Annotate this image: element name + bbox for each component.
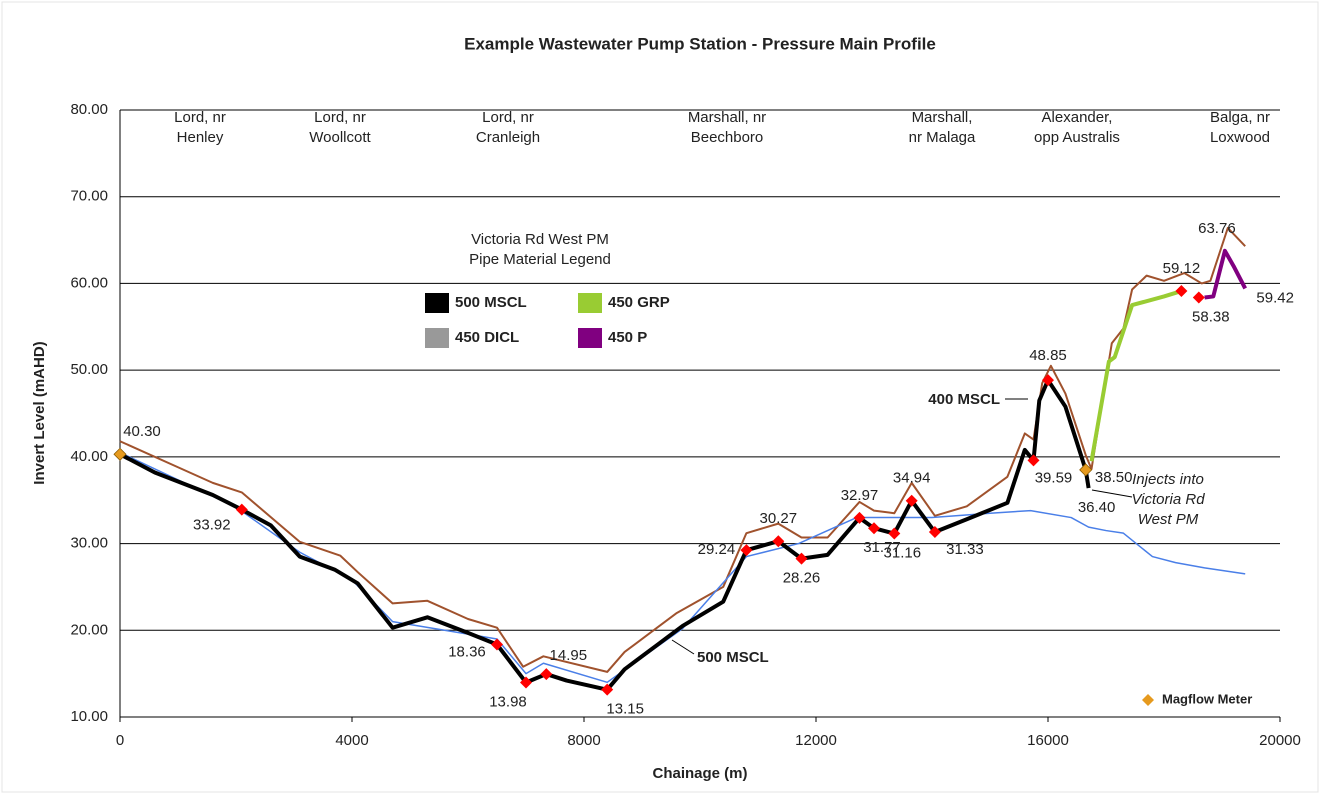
- data-point: [853, 511, 866, 524]
- section-label: opp Australis: [1034, 129, 1120, 146]
- section-label: nr Malaga: [909, 129, 976, 146]
- x-tick-label: 0: [116, 732, 124, 749]
- data-label: 63.76: [1198, 220, 1236, 237]
- series-line: [1089, 289, 1182, 462]
- legend-swatch: [578, 293, 602, 313]
- data-point: [520, 676, 532, 689]
- series-line: [119, 226, 1246, 673]
- y-tick-label: 30.00: [70, 535, 108, 552]
- x-tick-label: 4000: [335, 732, 368, 749]
- data-label: 34.94: [893, 470, 931, 487]
- data-label: 29.24: [698, 541, 736, 558]
- legend-swatch: [578, 328, 602, 348]
- magflow-marker: [113, 447, 127, 461]
- section-label: Loxwood: [1210, 129, 1270, 146]
- data-label: 31.77: [863, 539, 901, 556]
- y-tick-label: 80.00: [70, 101, 108, 118]
- data-label: 31.16: [884, 544, 922, 561]
- section-label: Alexander,: [1042, 109, 1113, 126]
- legend-label: 450 P: [608, 329, 647, 346]
- data-point: [1042, 374, 1054, 387]
- legend-label: 450 GRP: [608, 294, 670, 311]
- data-label: 59.42: [1256, 289, 1294, 306]
- y-tick-label: 50.00: [70, 361, 108, 378]
- section-label: Marshall,: [912, 109, 973, 126]
- arrow: [671, 639, 695, 655]
- data-point: [740, 544, 753, 557]
- series-line: [1204, 248, 1247, 300]
- data-label: 30.27: [760, 510, 798, 527]
- section-label: Balga, nr: [1210, 109, 1270, 126]
- section-label: Marshall, nr: [688, 109, 766, 126]
- y-tick-label: 10.00: [70, 708, 108, 725]
- section-label: Henley: [177, 129, 224, 146]
- y-tick-label: 40.00: [70, 448, 108, 465]
- data-point: [928, 526, 941, 539]
- y-tick-label: 70.00: [70, 188, 108, 205]
- data-label: 13.15: [606, 701, 644, 718]
- data-point: [601, 683, 614, 696]
- data-point: [868, 522, 880, 535]
- data-label: 58.38: [1192, 308, 1230, 325]
- legend-magflow: [1142, 694, 1154, 706]
- legend-title: Victoria Rd West PM: [471, 231, 609, 248]
- arrow: [1091, 489, 1133, 498]
- y-tick-label: 20.00: [70, 621, 108, 638]
- data-label: 39.59: [1035, 469, 1073, 486]
- section-label: Lord, nr: [482, 109, 534, 126]
- data-point: [1192, 291, 1205, 304]
- legend-swatch: [425, 328, 449, 348]
- y-axis-title: Invert Level (mAHD): [31, 341, 48, 484]
- section-label: Lord, nr: [174, 109, 226, 126]
- data-label: 13.98: [489, 693, 527, 710]
- x-tick-label: 8000: [567, 732, 600, 749]
- data-point: [491, 638, 503, 651]
- chart-title: Example Wastewater Pump Station - Pressu…: [464, 34, 936, 53]
- data-point: [1175, 285, 1188, 298]
- legend-label: Magflow Meter: [1162, 691, 1252, 706]
- magflow-marker: [1079, 463, 1093, 477]
- x-tick-label: 16000: [1027, 732, 1069, 749]
- data-point: [795, 552, 808, 565]
- data-point: [540, 668, 553, 681]
- series-line: [119, 451, 1246, 684]
- annotation: Victoria Rd: [1131, 491, 1205, 508]
- annotation: West PM: [1138, 511, 1199, 528]
- annotation: Injects into: [1132, 471, 1204, 488]
- data-label: 31.33: [946, 541, 984, 558]
- data-label: 28.26: [783, 570, 821, 587]
- data-label: 32.97: [841, 487, 879, 504]
- x-tick-label: 20000: [1259, 732, 1301, 749]
- series-line: [119, 378, 1091, 692]
- data-label: 14.95: [550, 647, 588, 664]
- legend-swatch: [425, 293, 449, 313]
- data-label: 59.12: [1163, 260, 1201, 277]
- data-label: 33.92: [193, 517, 231, 534]
- x-axis-title: Chainage (m): [652, 765, 747, 782]
- data-point: [905, 494, 918, 507]
- annotation: 400 MSCL: [928, 391, 1000, 408]
- section-label: Woollcott: [309, 129, 371, 146]
- data-label: 40.30: [123, 423, 161, 440]
- data-point: [772, 535, 785, 548]
- section-label: Beechboro: [691, 129, 764, 146]
- data-label: 18.36: [448, 643, 486, 660]
- data-label: 38.50: [1095, 469, 1133, 486]
- legend-title: Pipe Material Legend: [469, 251, 611, 268]
- data-point: [1027, 454, 1040, 467]
- section-label: Cranleigh: [476, 129, 540, 146]
- data-point: [235, 503, 248, 516]
- data-label: 36.40: [1078, 499, 1116, 516]
- data-label: 48.85: [1029, 347, 1067, 364]
- legend-label: 450 DICL: [455, 329, 519, 346]
- data-point: [888, 527, 901, 540]
- x-tick-label: 12000: [795, 732, 837, 749]
- annotation: 500 MSCL: [697, 649, 769, 666]
- legend-label: 500 MSCL: [455, 294, 527, 311]
- section-label: Lord, nr: [314, 109, 366, 126]
- y-tick-label: 60.00: [70, 274, 108, 291]
